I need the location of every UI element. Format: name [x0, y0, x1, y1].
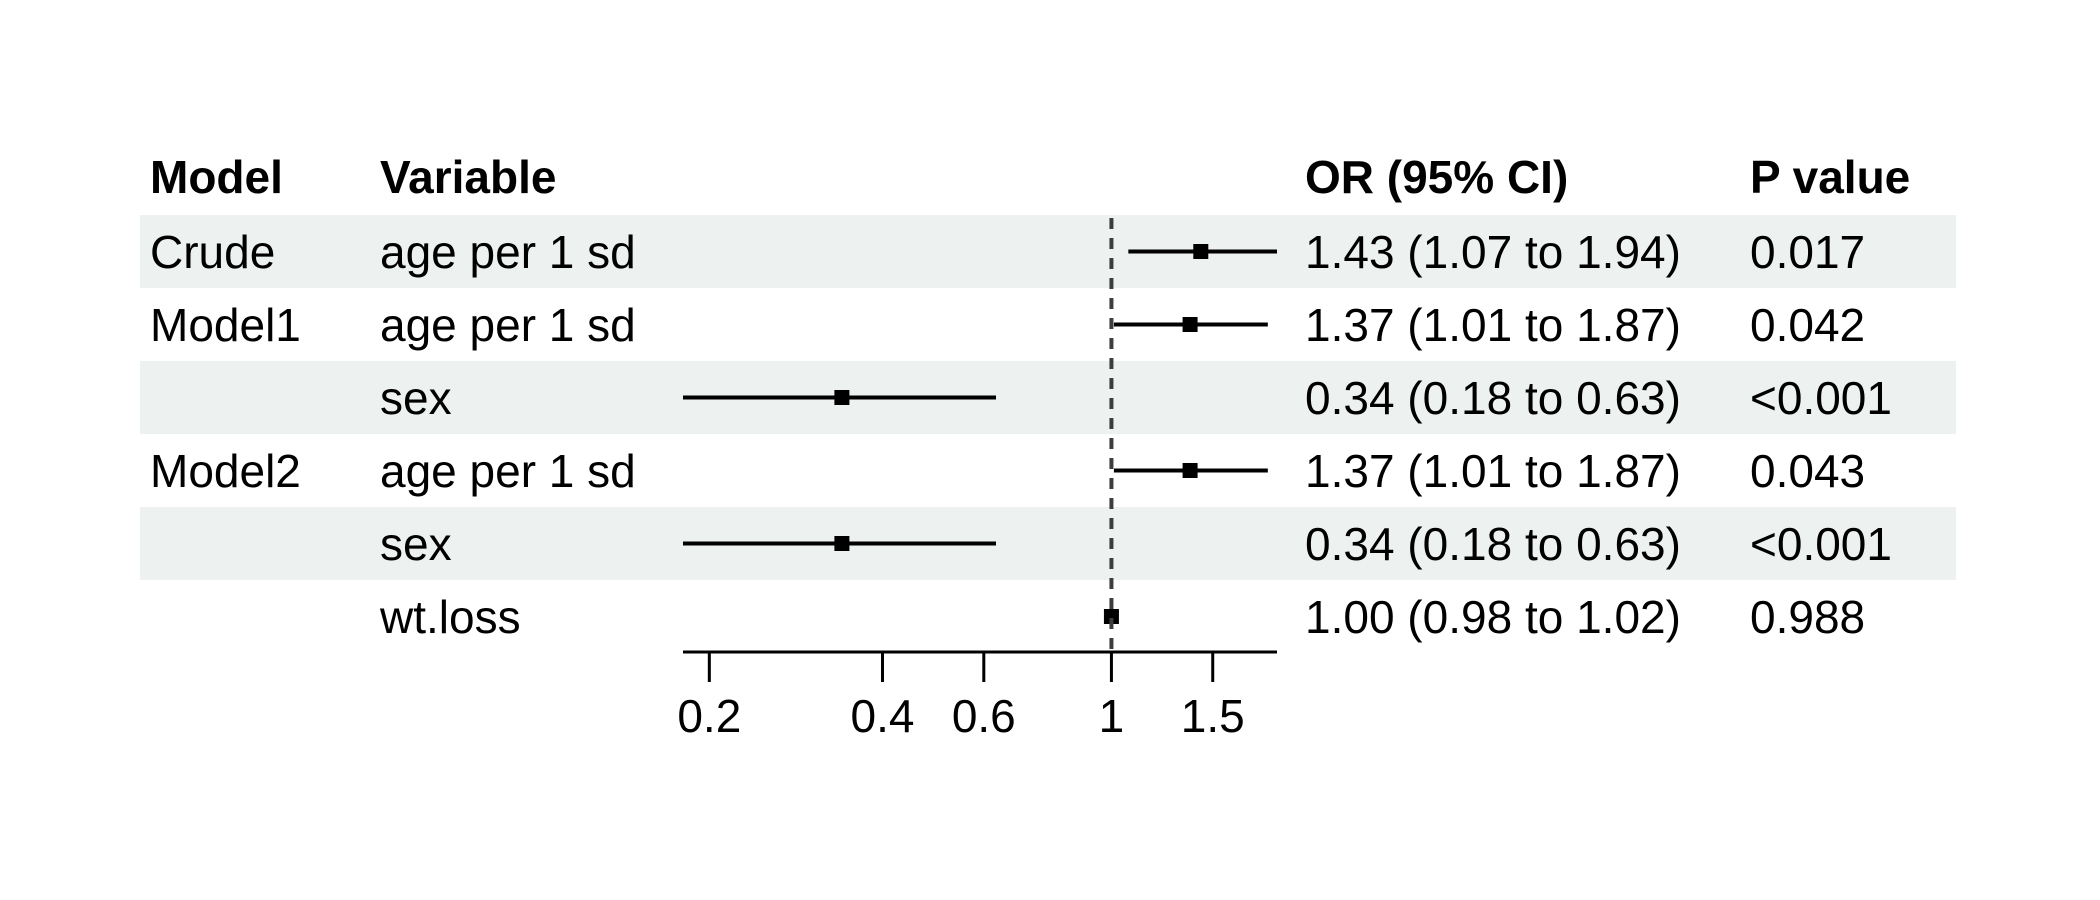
x-axis-tick-label: 1 [1098, 690, 1125, 742]
cell-or-ci: 0.34 (0.18 to 0.63) [1305, 517, 1681, 570]
shaded-row-band [140, 361, 1956, 434]
cell-or-ci: 1.00 (0.98 to 1.02) [1305, 590, 1681, 643]
cell-or-ci: 1.37 (1.01 to 1.87) [1305, 444, 1681, 497]
cell-variable: sex [380, 517, 452, 570]
cell-variable: age per 1 sd [380, 444, 636, 497]
cell-variable: age per 1 sd [380, 225, 636, 278]
point-estimate-marker [1193, 244, 1209, 259]
point-estimate-marker [1103, 609, 1119, 624]
cell-variable: sex [380, 371, 452, 424]
cell-p-value: 0.042 [1750, 298, 1866, 351]
column-header-variable: Variable [380, 150, 557, 203]
cell-or-ci: 1.37 (1.01 to 1.87) [1305, 298, 1681, 351]
shaded-row-band [140, 215, 1956, 288]
x-axis-tick-label: 0.4 [850, 690, 915, 742]
column-header-p-value: P value [1750, 150, 1911, 203]
point-estimate-marker [834, 390, 850, 405]
x-axis-tick-label: 0.2 [677, 690, 742, 742]
cell-variable: age per 1 sd [380, 298, 636, 351]
cell-or-ci: 1.43 (1.07 to 1.94) [1305, 225, 1681, 278]
cell-or-ci: 0.34 (0.18 to 0.63) [1305, 371, 1681, 424]
column-header-or-ci: OR (95% CI) [1305, 150, 1569, 203]
point-estimate-marker [834, 536, 850, 551]
cell-model: Crude [150, 225, 276, 278]
cell-p-value: 0.043 [1750, 444, 1866, 497]
point-estimate-marker [1182, 463, 1198, 478]
cell-p-value: <0.001 [1750, 371, 1892, 424]
cell-variable: wt.loss [380, 590, 521, 643]
cell-model: Model2 [150, 444, 301, 497]
point-estimate-marker [1182, 317, 1198, 332]
column-header-model: Model [150, 150, 283, 203]
shaded-row-band [140, 507, 1956, 580]
x-axis-tick-label: 0.6 [951, 690, 1016, 742]
cell-model: Model1 [150, 298, 301, 351]
cell-p-value: <0.001 [1750, 517, 1892, 570]
cell-p-value: 0.988 [1750, 590, 1866, 643]
cell-p-value: 0.017 [1750, 225, 1866, 278]
x-axis-tick-label: 1.5 [1180, 690, 1245, 742]
